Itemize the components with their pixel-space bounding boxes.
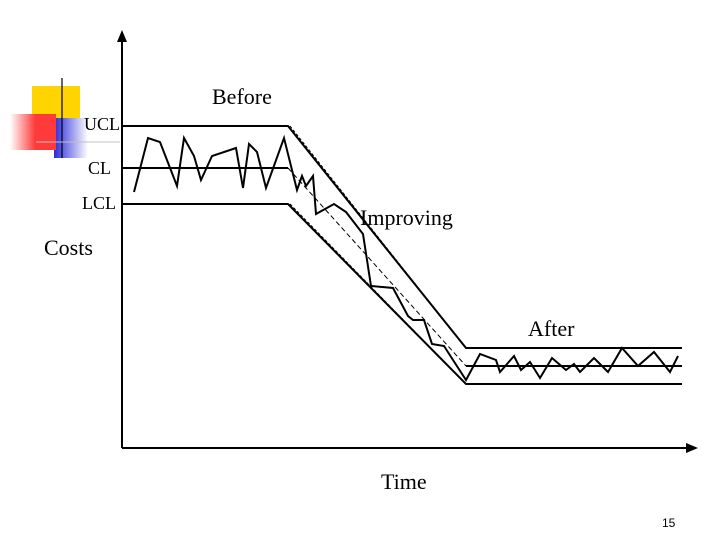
ucl-diagonal-dashed: [289, 125, 467, 349]
decorative-logo: [10, 78, 120, 158]
control-limits: [122, 125, 682, 385]
ucl-line: [122, 125, 682, 349]
slide-number: 15: [662, 516, 676, 530]
cl-label: CL: [88, 158, 112, 178]
axes: [117, 30, 698, 453]
y-axis-arrow: [117, 30, 127, 42]
before-label: Before: [212, 84, 272, 109]
time-axis-label: Time: [381, 469, 427, 494]
lcl-label: LCL: [82, 193, 116, 213]
lcl-diagonal-dashed: [289, 203, 467, 385]
process-trace: [133, 134, 679, 382]
x-axis-arrow: [686, 443, 698, 453]
lcl-line: [122, 203, 682, 385]
improving-label: Improving: [360, 205, 453, 230]
costs-axis-label: Costs: [44, 235, 93, 260]
after-label: After: [528, 316, 575, 341]
cl-diagonal: [287, 167, 467, 367]
ucl-label: UCL: [84, 114, 120, 134]
